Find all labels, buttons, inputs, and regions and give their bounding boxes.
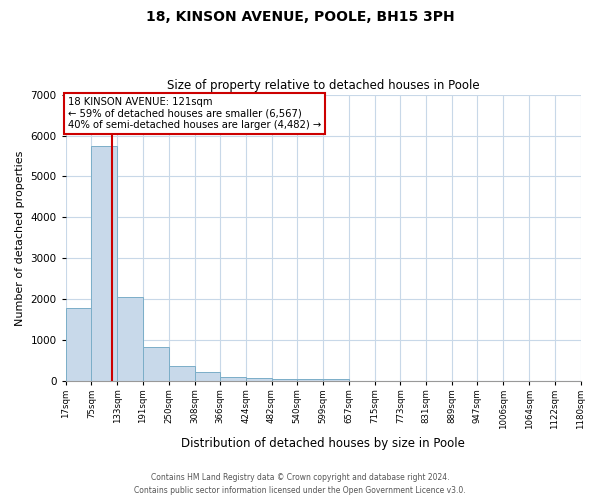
Title: Size of property relative to detached houses in Poole: Size of property relative to detached ho…: [167, 79, 479, 92]
Bar: [91, 146, 117, 382]
Bar: [220, 377, 246, 382]
Bar: [194, 372, 220, 382]
Text: 18, KINSON AVENUE, POOLE, BH15 3PH: 18, KINSON AVENUE, POOLE, BH15 3PH: [146, 10, 454, 24]
Bar: [323, 380, 349, 382]
X-axis label: Distribution of detached houses by size in Poole: Distribution of detached houses by size …: [181, 437, 465, 450]
Bar: [169, 366, 194, 382]
Bar: [117, 298, 143, 382]
Text: 18 KINSON AVENUE: 121sqm
← 59% of detached houses are smaller (6,567)
40% of sem: 18 KINSON AVENUE: 121sqm ← 59% of detach…: [68, 96, 321, 130]
Bar: [297, 380, 323, 382]
Bar: [66, 308, 91, 382]
Bar: [246, 378, 272, 382]
Text: Contains HM Land Registry data © Crown copyright and database right 2024.
Contai: Contains HM Land Registry data © Crown c…: [134, 474, 466, 495]
Bar: [272, 380, 297, 382]
Bar: [143, 348, 169, 382]
Y-axis label: Number of detached properties: Number of detached properties: [15, 150, 25, 326]
